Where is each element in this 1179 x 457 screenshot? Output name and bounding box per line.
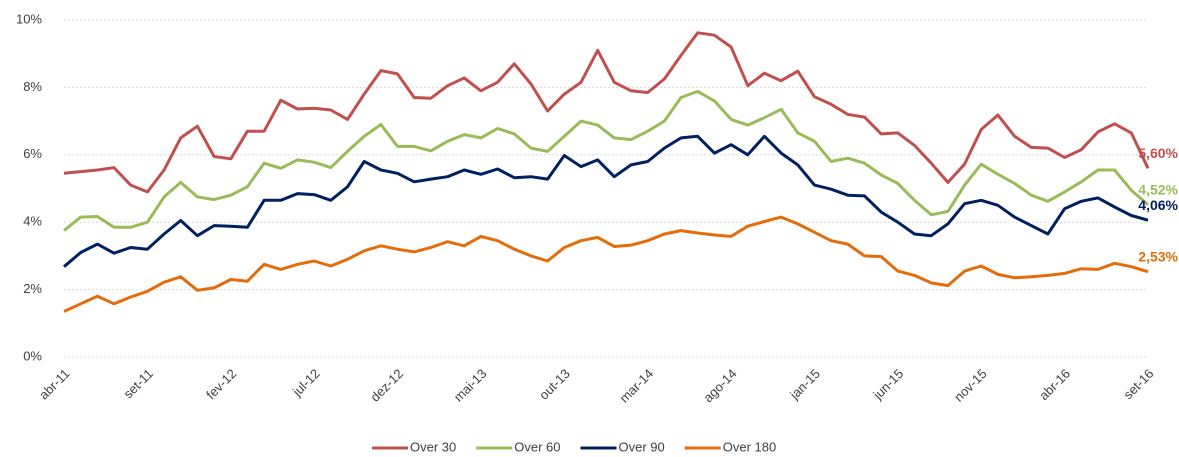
series-line [63, 89, 1149, 232]
x-tick-label: set-16 [1120, 366, 1156, 402]
x-tick-label: jan-15 [786, 366, 823, 403]
series-line [63, 31, 1150, 194]
x-tick-label: dez-12 [367, 366, 406, 405]
legend-label: Over 60 [514, 439, 560, 454]
x-tick-label: mai-13 [451, 366, 490, 405]
x-tick-label: nov-15 [951, 366, 990, 405]
series-line [63, 215, 1149, 313]
legend-label: Over 90 [619, 439, 665, 454]
legend-label: Over 180 [723, 439, 776, 454]
value-label: 2,53% [1138, 248, 1178, 264]
value-label: 5,60% [1138, 145, 1178, 161]
x-tick-label: abr-11 [36, 366, 73, 403]
y-tick-label: 10% [16, 11, 42, 26]
y-tick-label: 8% [23, 79, 42, 94]
x-tick-label: jul-12 [289, 366, 323, 400]
value-label: 4,06% [1138, 197, 1178, 213]
x-tick-label: out-13 [536, 366, 573, 403]
series-line [63, 134, 1149, 268]
y-tick-label: 6% [23, 146, 42, 161]
x-tick-label: abr-16 [1036, 366, 1073, 403]
x-tick-label: fev-12 [203, 366, 239, 402]
y-tick-label: 0% [23, 348, 42, 363]
x-tick-label: mar-14 [617, 366, 657, 406]
y-tick-label: 4% [23, 214, 42, 229]
x-tick-label: set-11 [120, 366, 155, 401]
y-tick-label: 2% [23, 281, 42, 296]
value-label: 4,52% [1138, 181, 1178, 197]
x-tick-label: ago-14 [700, 366, 739, 405]
x-tick-label: jun-15 [870, 366, 907, 403]
legend-label: Over 30 [410, 439, 456, 454]
